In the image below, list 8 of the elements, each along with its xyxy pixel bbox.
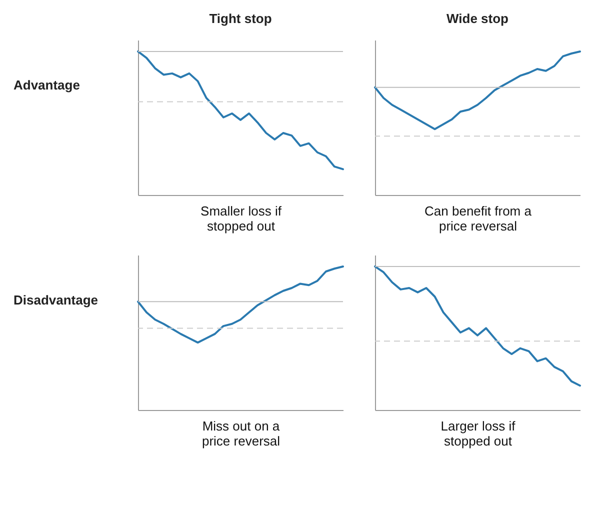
x-axis-title: Smaller loss if stopped out	[200, 204, 282, 234]
x-axis-title: Miss out on a price reversal	[202, 418, 280, 448]
y-axis-title: Advantage	[14, 78, 80, 92]
x-axis-title: Can benefit from a price reversal	[424, 204, 532, 234]
chart-title: Tight stop	[209, 11, 272, 26]
chart-title: Wide stop	[446, 11, 509, 26]
y-axis-title: Disadvantage	[14, 292, 98, 308]
x-axis-title: Larger loss if stopped out	[440, 418, 516, 448]
